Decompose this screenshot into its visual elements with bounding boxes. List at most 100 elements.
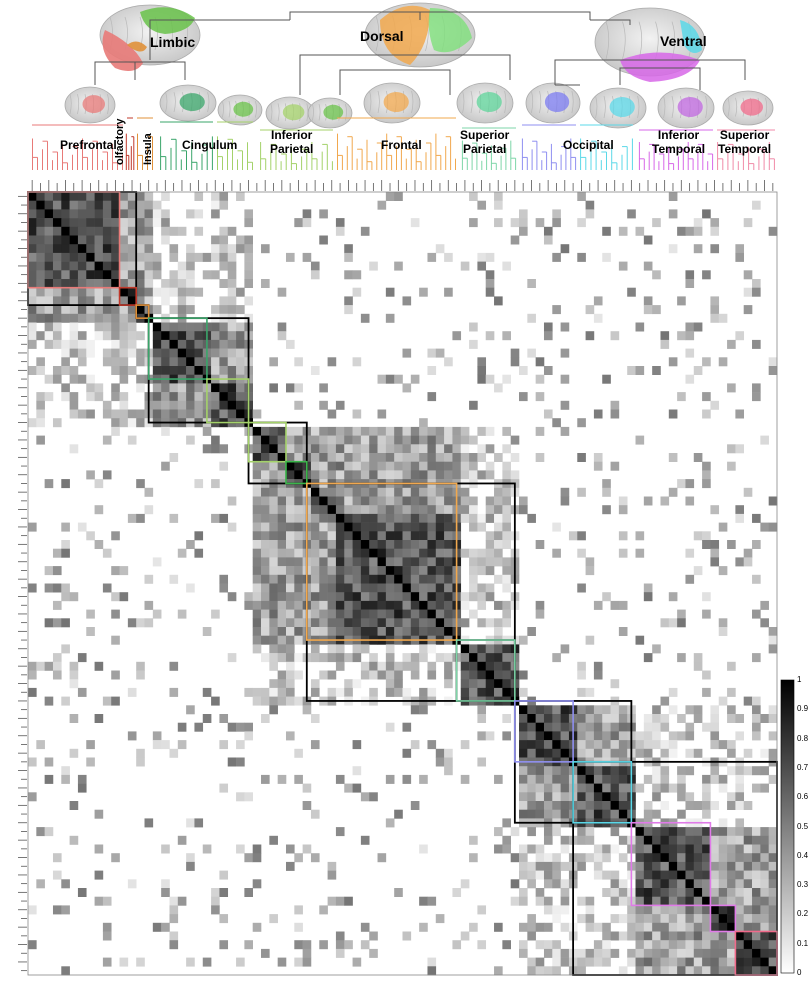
matrix-cell — [94, 305, 104, 315]
matrix-cell — [227, 252, 237, 262]
matrix-cell — [394, 461, 403, 471]
matrix-cell — [285, 627, 295, 636]
matrix-cell — [52, 226, 62, 236]
matrix-cell — [377, 540, 387, 549]
matrix-cell — [735, 557, 745, 567]
matrix-cell — [44, 618, 54, 628]
matrix-cell — [693, 957, 703, 967]
matrix-cell — [127, 435, 137, 445]
matrix-cell — [602, 957, 611, 967]
matrix-cell — [385, 609, 395, 619]
matrix-cell — [494, 522, 503, 532]
matrix-cell — [402, 296, 412, 306]
matrix-cell — [36, 279, 45, 288]
matrix-cell — [710, 801, 720, 810]
matrix-cell — [177, 270, 187, 280]
matrix-cell — [535, 888, 545, 897]
matrix-cell — [152, 392, 162, 402]
matrix-cell — [136, 270, 145, 280]
matrix-cell — [252, 444, 262, 454]
matrix-cell — [310, 505, 320, 515]
matrix-cell — [335, 505, 345, 515]
matrix-cell — [177, 400, 187, 410]
matrix-cell — [435, 914, 445, 924]
matrix-cell — [610, 714, 620, 723]
matrix-cell — [435, 426, 445, 436]
matrix-cell — [735, 783, 745, 793]
matrix-cell — [52, 192, 62, 201]
matrix-cell — [435, 757, 445, 767]
matrix-cell — [327, 409, 337, 419]
matrix-cell — [460, 470, 470, 480]
matrix-cell — [169, 513, 179, 523]
matrix-cell — [152, 609, 162, 619]
matrix-cell — [635, 905, 645, 915]
matrix-cell — [261, 531, 270, 541]
matrix-cell — [427, 531, 437, 541]
matrix-cell — [560, 348, 570, 358]
matrix-cell — [552, 957, 561, 967]
matrix-cell — [352, 426, 362, 436]
matrix-cell — [285, 696, 295, 706]
matrix-cell — [252, 687, 262, 697]
matrix-cell — [294, 487, 303, 497]
matrix-cell — [668, 844, 678, 854]
matrix-cell — [560, 748, 570, 758]
matrix-cell — [627, 366, 636, 375]
matrix-cell — [211, 366, 220, 375]
matrix-cell — [652, 853, 661, 863]
matrix-cell — [527, 879, 536, 889]
matrix-cell — [335, 226, 345, 236]
matrix-cell — [77, 296, 87, 306]
matrix-cell — [377, 609, 387, 619]
matrix-cell — [685, 801, 695, 810]
matrix-cell — [735, 252, 745, 262]
matrix-cell — [510, 827, 520, 837]
matrix-cell — [760, 931, 769, 941]
matrix-cell — [194, 209, 204, 219]
matrix-cell — [427, 444, 437, 454]
matrix-cell — [186, 400, 195, 410]
matrix-cell — [543, 748, 553, 758]
matrix-cell — [61, 296, 70, 306]
matrix-cell — [543, 922, 553, 932]
matrix-cell — [69, 714, 79, 723]
matrix-cell — [252, 505, 262, 515]
matrix-cell — [519, 705, 528, 715]
matrix-cell — [685, 905, 695, 915]
matrix-cell — [335, 948, 345, 958]
matrix-cell — [519, 748, 528, 758]
matrix-cell — [261, 522, 270, 532]
matrix-cell — [36, 827, 45, 837]
matrix-cell — [535, 844, 545, 854]
matrix-cell — [269, 687, 278, 697]
matrix-cell — [410, 522, 420, 532]
matrix-cell — [52, 235, 62, 245]
matrix-cell — [285, 513, 295, 523]
matrix-cell — [760, 835, 769, 845]
matrix-cell — [169, 270, 179, 280]
matrix-cell — [77, 261, 87, 271]
matrix-cell — [685, 270, 695, 280]
matrix-cell — [552, 966, 561, 976]
matrix-cell — [402, 583, 412, 593]
matrix-cell — [294, 522, 303, 532]
matrix-cell — [444, 513, 453, 523]
matrix-cell — [186, 818, 195, 828]
matrix-cell — [519, 366, 528, 375]
matrix-cell — [743, 218, 753, 228]
matrix-cell — [702, 792, 711, 802]
matrix-cell — [410, 487, 420, 497]
matrix-cell — [760, 966, 769, 976]
matrix-cell — [668, 835, 678, 845]
matrix-cell — [86, 192, 95, 201]
matrix-cell — [652, 740, 661, 750]
matrix-cell — [593, 670, 603, 680]
matrix-cell — [427, 548, 437, 558]
matrix-cell — [344, 583, 353, 593]
matrix-cell — [177, 305, 187, 315]
matrix-cell — [668, 731, 678, 741]
matrix-cell — [477, 583, 487, 593]
matrix-cell — [469, 505, 478, 515]
matrix-cell — [102, 957, 112, 967]
